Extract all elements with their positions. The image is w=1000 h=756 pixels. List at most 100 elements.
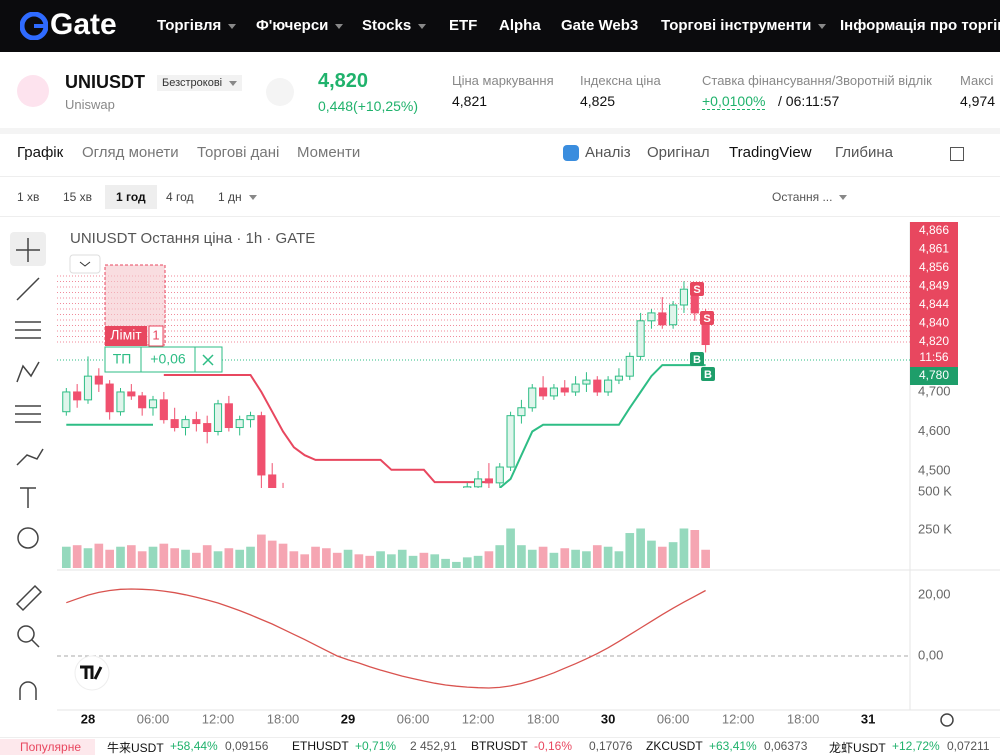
tab[interactable]: Огляд монети	[82, 144, 179, 161]
candle-body	[246, 415, 255, 421]
last-label: 4,780	[919, 368, 949, 382]
view-tab[interactable]: TradingView	[729, 144, 812, 161]
interval[interactable]: 4 год	[166, 190, 194, 204]
settings-icon[interactable]	[940, 713, 954, 727]
ticker-name: 龙虾USDT	[829, 741, 886, 755]
candle-body	[170, 419, 179, 429]
ticker-change: +12,72%	[892, 739, 940, 753]
price-type[interactable]: Остання ...	[772, 190, 847, 204]
candle-body	[138, 395, 147, 409]
x-tick-label: 06:00	[657, 711, 690, 726]
symbol: UNIUSDT	[65, 72, 145, 92]
nav-item[interactable]: Alpha	[499, 17, 541, 34]
stat-label: Ціна маркування	[452, 73, 554, 88]
popular-label[interactable]: Популярне	[0, 739, 95, 755]
candle-body	[539, 387, 548, 397]
volume-bar	[289, 551, 299, 568]
nav-item[interactable]: Stocks	[362, 17, 426, 34]
candle-body	[388, 518, 395, 522]
price-label: 4,820	[919, 334, 949, 348]
volume-bar	[517, 545, 526, 568]
ticker-price: 0,09156	[225, 739, 269, 753]
divider	[0, 216, 1000, 217]
nav-item[interactable]: Gate Web3	[561, 17, 639, 34]
contract-badge[interactable]: Безстрокові	[157, 75, 243, 91]
candle-body	[355, 518, 362, 522]
chevron	[79, 261, 91, 267]
x-tick-label: 18:00	[787, 711, 820, 726]
volume-bar	[61, 546, 71, 568]
x-tick-label: 18:00	[267, 711, 300, 726]
nav-item[interactable]: Торгові інструменти	[661, 17, 826, 34]
tp-value: +0,06	[150, 351, 186, 367]
candle-body	[127, 391, 136, 397]
view-tab[interactable]: Глибина	[835, 144, 894, 161]
nav-item[interactable]: ETF	[449, 17, 478, 34]
candle-body	[420, 511, 427, 515]
tab[interactable]: Торгові дані	[197, 144, 280, 161]
funding-rate: +0,0100%	[702, 93, 766, 110]
stat-value: 4,821	[452, 93, 488, 109]
volume-bar	[354, 554, 364, 568]
volume-bar	[636, 528, 645, 568]
volume-bar	[300, 554, 310, 568]
last-price: 4,820	[318, 70, 369, 92]
logo-icon	[20, 12, 48, 40]
coin-icon	[17, 75, 49, 107]
collapse-button[interactable]	[69, 254, 101, 274]
volume-bar	[430, 554, 440, 568]
nav-item[interactable]: Інформація про торгів	[840, 17, 1000, 34]
volume-bar	[126, 545, 136, 568]
trade-marker	[690, 282, 704, 296]
candle-body	[614, 375, 624, 381]
volume-bar	[202, 545, 212, 568]
ticker-change: +58,44%	[170, 739, 218, 753]
volume-bar	[332, 552, 342, 568]
x-tick-label: 06:00	[137, 711, 170, 726]
x-tick-label: 18:00	[527, 711, 560, 726]
candle-body	[409, 511, 416, 515]
candle-body	[679, 288, 689, 306]
candle-body	[484, 478, 493, 484]
candle-body	[399, 514, 406, 518]
nav-item[interactable]: Торгівля	[157, 17, 236, 34]
volume-bar	[278, 543, 288, 568]
candle-body	[334, 518, 341, 522]
view-tab[interactable]: Оригінал	[647, 144, 710, 161]
candle-body	[312, 511, 319, 515]
candle-body	[192, 419, 201, 425]
interval[interactable]: 15 хв	[63, 190, 93, 204]
volume-bar	[549, 552, 559, 568]
volume-bar	[701, 549, 710, 568]
tab[interactable]: Графік	[17, 144, 64, 161]
candle-body	[647, 312, 656, 322]
layout-icon[interactable]	[950, 147, 964, 161]
volume-bar	[170, 548, 180, 568]
candle-body	[213, 403, 223, 432]
volume-bar	[72, 545, 82, 568]
candle-body	[431, 511, 438, 515]
last-label-bg	[910, 367, 958, 385]
nav-item[interactable]: Ф'ючерси	[256, 17, 343, 34]
candle-body	[453, 499, 460, 503]
volume-bar	[181, 549, 190, 568]
order-lines	[57, 275, 910, 361]
ticker-name: 牛来USDT	[107, 741, 164, 755]
interval[interactable]: 1 дн	[218, 190, 257, 204]
interval-selected[interactable]: 1 год	[105, 185, 157, 209]
interval[interactable]: 1 хв	[17, 190, 40, 204]
favorite[interactable]	[266, 78, 294, 106]
trade-marker-label: S	[703, 313, 710, 325]
bottom-bar: Популярне	[0, 737, 1000, 755]
ticker-name: ETHUSDT	[292, 739, 349, 753]
tp-label: ТП	[113, 351, 132, 367]
view-tab[interactable]: Аналіз	[585, 144, 631, 161]
ticker-price: 0,06373	[764, 739, 808, 753]
ticker-change: -0,16%	[534, 739, 573, 753]
tab[interactable]: Моменти	[297, 144, 361, 161]
trade-marker-label: B	[704, 369, 712, 381]
countdown-label: 11:56	[919, 350, 948, 364]
volume-bar	[690, 530, 700, 568]
x-tick-label: 12:00	[202, 711, 235, 726]
